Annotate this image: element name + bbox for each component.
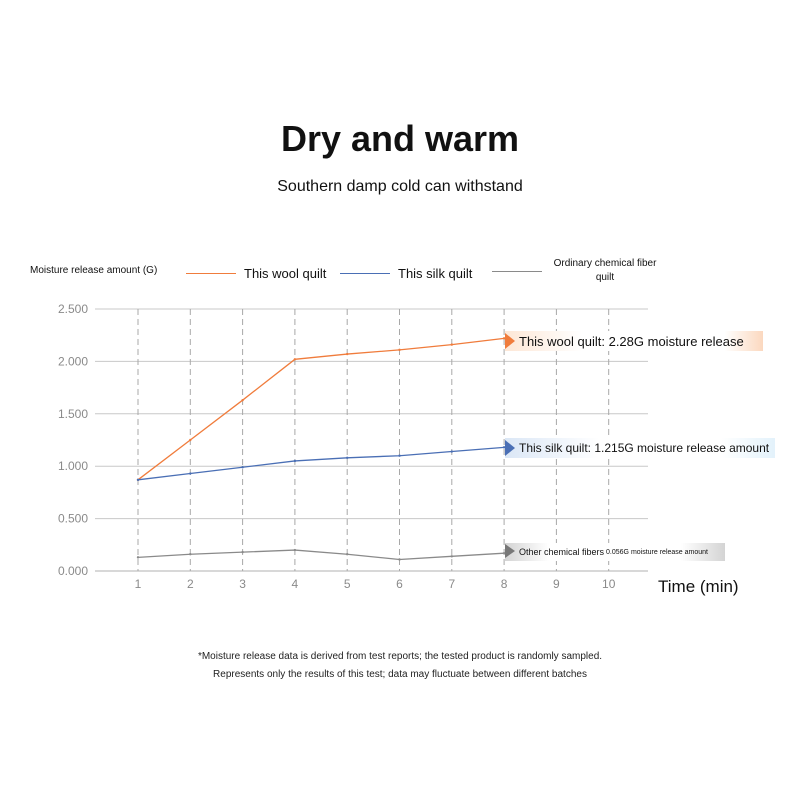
data-point (189, 553, 192, 556)
annotation-wool-text: This wool quilt: 2.28G moisture release (519, 333, 744, 349)
x-tick-label: 3 (239, 577, 246, 591)
data-point (293, 358, 297, 361)
legend-label-silk: This silk quilt (398, 266, 473, 281)
legend-item-chem: Ordinary chemical fiber quilt (492, 257, 660, 285)
x-tick-label: 1 (135, 577, 142, 591)
series-line-silk (137, 446, 505, 481)
data-point (136, 556, 140, 559)
arrow-icon (505, 544, 515, 558)
legend-label-wool: This wool quilt (244, 266, 327, 281)
data-point (502, 337, 506, 340)
annotation-chem: Other chemical fibers 0.056G moisture re… (505, 543, 725, 561)
data-point (189, 438, 192, 442)
x-axis-title: Time (min) (658, 577, 739, 596)
arrow-icon (505, 440, 515, 456)
x-tick-label: 4 (292, 577, 299, 591)
data-point (398, 454, 401, 457)
data-point (346, 553, 349, 556)
annotation-silk: This silk quilt: 1.215G moisture release… (505, 438, 775, 458)
data-point (450, 555, 453, 558)
x-tick-label: 6 (396, 577, 403, 591)
data-point (241, 398, 244, 402)
data-point (136, 478, 140, 482)
legend-swatch-silk (340, 273, 390, 274)
data-point (241, 550, 244, 554)
x-tick-label: 9 (553, 577, 560, 591)
legend-swatch-wool (186, 273, 236, 274)
y-tick-label: 2.500 (58, 302, 88, 316)
x-tick-label: 8 (501, 577, 508, 591)
data-point (293, 459, 297, 463)
legend-item-silk: This silk quilt (340, 266, 472, 281)
y-tick-label: 2.000 (58, 354, 88, 368)
data-point (502, 551, 506, 555)
data-point (450, 450, 453, 453)
data-point (398, 558, 401, 561)
legend-label-chem-line1: Ordinary chemical fiber (553, 258, 657, 269)
page-subtitle: Southern damp cold can withstand (277, 178, 523, 195)
annotation-silk-text: This silk quilt: 1.215G moisture release… (519, 441, 770, 455)
data-point (189, 472, 192, 475)
y-tick-label: 1.000 (58, 459, 88, 473)
annotation-chem-text-b: 0.056G moisture release amount (606, 548, 708, 556)
legend-label-chem: Ordinary chemical fiber quilt (550, 257, 660, 285)
y-tick-label: 1.500 (58, 407, 88, 421)
x-tick-label: 10 (602, 577, 616, 591)
footnote-line-2: Represents only the results of this test… (213, 669, 587, 680)
y-axis-label: Moisture release amount (G) (30, 265, 158, 276)
legend-swatch-chem (492, 270, 542, 272)
y-tick-label: 0.500 (58, 512, 88, 526)
legend-item-wool: This wool quilt (186, 266, 326, 281)
annotation-chem-text-a: Other chemical fibers (519, 547, 605, 557)
legend-label-chem-line2: quilt (595, 272, 615, 283)
data-point (346, 456, 349, 460)
x-tick-label: 7 (448, 577, 455, 591)
page-title: Dry and warm (280, 118, 520, 159)
footnote-line-1: *Moisture release data is derived from t… (197, 651, 603, 662)
data-point (346, 352, 349, 356)
arrow-icon (505, 333, 515, 349)
x-tick-label: 2 (187, 577, 194, 591)
y-tick-label: 0.000 (58, 564, 88, 578)
annotation-wool: This wool quilt: 2.28G moisture release (505, 331, 763, 351)
x-tick-label: 5 (344, 577, 351, 591)
data-point (398, 348, 401, 352)
series-line-chem (137, 549, 505, 561)
data-point (502, 446, 506, 449)
data-point (450, 343, 453, 346)
series-line-wool (137, 337, 505, 481)
data-point (293, 548, 297, 552)
data-point (241, 466, 244, 469)
